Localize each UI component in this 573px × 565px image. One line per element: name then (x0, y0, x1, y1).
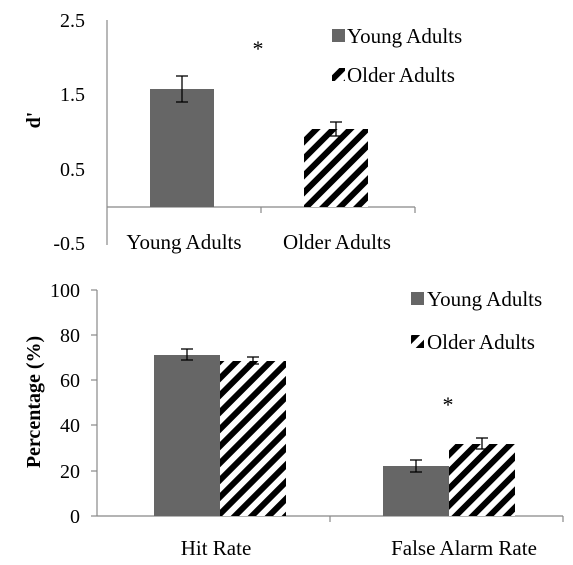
bar-hit-rate-young (154, 355, 220, 516)
bar-false-alarm-older (449, 444, 515, 516)
error-bar (330, 121, 342, 137)
bar-false-alarm-young (383, 466, 449, 516)
x-category-label: Older Adults (283, 230, 391, 254)
y-tick-label: 100 (50, 280, 80, 302)
legend-label: Young Adults (347, 24, 462, 48)
legend-swatch-young (332, 29, 345, 42)
bar-older-adults (304, 129, 368, 207)
y-tick-label: 1.5 (60, 84, 85, 106)
legend-swatch-young (411, 292, 424, 305)
x-category-label: Hit Rate (181, 536, 252, 560)
y-tick-label: 60 (60, 370, 80, 392)
error-bar (247, 356, 259, 365)
legend-percentage: Young Adults Older Adults (411, 287, 542, 354)
legend-swatch-older (332, 68, 345, 81)
error-bar (476, 437, 488, 450)
y-axis-label: Percentage (%) (23, 336, 45, 468)
y-axis-label: d' (23, 112, 45, 129)
y-tick-label: -0.5 (53, 233, 85, 255)
error-bar (176, 75, 188, 103)
error-bar (181, 348, 193, 361)
y-tick-label: 20 (60, 461, 80, 483)
chart-dprime: 2.5 1.5 0.5 -0.5 d' * Young Adults Older… (23, 10, 462, 255)
bar-young-adults (150, 89, 214, 207)
y-tick-label: 80 (60, 325, 80, 347)
legend-label: Older Adults (347, 63, 455, 87)
legend-dprime: Young Adults Older Adults (332, 24, 462, 87)
x-category-label: Young Adults (126, 230, 241, 254)
y-tick-label: 40 (60, 415, 80, 437)
legend-label: Young Adults (427, 287, 542, 311)
y-tick-label: 0.5 (60, 159, 85, 181)
x-category-label: False Alarm Rate (391, 536, 537, 560)
y-tick-label: 0 (70, 506, 80, 528)
significance-marker: * (253, 36, 264, 61)
chart-percentage: 100 80 60 40 20 0 Percentage (%) (23, 280, 564, 560)
significance-marker: * (443, 392, 454, 417)
y-tick-label: 2.5 (60, 10, 85, 32)
error-bar (410, 459, 422, 473)
legend-swatch-older (411, 335, 424, 348)
bar-hit-rate-older (220, 361, 286, 516)
legend-label: Older Adults (427, 330, 535, 354)
